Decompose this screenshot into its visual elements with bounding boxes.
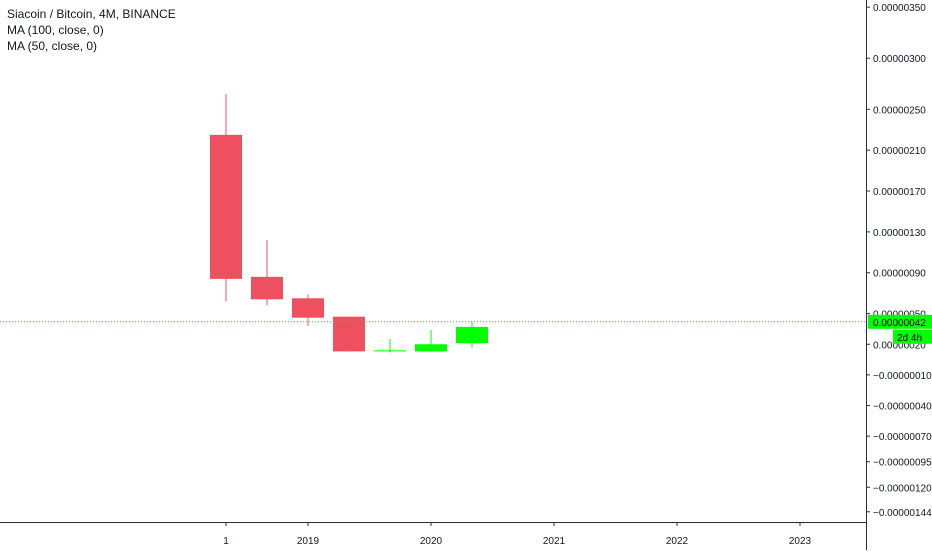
- x-tick-label: 2022: [666, 536, 689, 547]
- y-tick-label: 0.00000020: [873, 340, 926, 351]
- price-labels-layer: 0.00000042 2d 4h: [868, 314, 932, 344]
- candle-body[interactable]: [210, 134, 242, 279]
- y-tick-label: 0.00000130: [873, 228, 926, 239]
- x-tick-label: 2023: [789, 536, 812, 547]
- candles-layer: [210, 93, 488, 353]
- x-tick-label: 2021: [543, 536, 566, 547]
- last-price-badge: [868, 314, 932, 329]
- y-tick-label: −0.00000095: [873, 458, 932, 469]
- x-tick-label: 1: [223, 536, 229, 547]
- y-tick-label: 0.00000210: [873, 146, 926, 157]
- countdown-badge: [893, 329, 932, 344]
- indicator-ma-50[interactable]: MA (50, close, 0): [7, 39, 98, 53]
- y-tick-label: 0.00000300: [873, 54, 926, 65]
- candle-body[interactable]: [415, 344, 447, 352]
- y-tick-label: 0.00000250: [873, 105, 926, 116]
- candle-body[interactable]: [251, 276, 283, 300]
- chart-legend: Siacoin / Bitcoin, 4M, BINANCE MA (100, …: [7, 6, 176, 54]
- candle-body[interactable]: [333, 316, 365, 352]
- candle-body[interactable]: [374, 350, 406, 352]
- y-tick-label: 0.00000350: [873, 3, 926, 14]
- x-tick-label: 2020: [420, 536, 443, 547]
- y-axis-ticks: 0.00000350 0.00000300 0.00000250 0.00000210…: [866, 3, 932, 519]
- y-tick-label: −0.00000120: [873, 483, 932, 494]
- y-tick-label: −0.00000070: [873, 432, 932, 443]
- last-price-label: 0.00000042: [873, 318, 926, 329]
- y-tick-label: −0.00000144: [873, 508, 932, 519]
- y-tick-label: −0.00000040: [873, 402, 932, 413]
- x-axis-ticks: 1 2019 2020 2021 2022 2023: [223, 522, 812, 547]
- countdown-label: 2d 4h: [897, 333, 922, 344]
- x-tick-label: 2019: [297, 536, 320, 547]
- indicator-ma-100[interactable]: MA (100, close, 0): [7, 23, 104, 37]
- y-tick-label: 0.00000170: [873, 187, 926, 198]
- y-tick-label: 0.00000090: [873, 269, 926, 280]
- candle-body[interactable]: [292, 298, 324, 318]
- candle-body[interactable]: [456, 326, 488, 344]
- axes-layer: [0, 0, 867, 550]
- symbol-title: Siacoin / Bitcoin, 4M, BINANCE: [7, 7, 176, 21]
- y-tick-label: −0.00000010: [873, 371, 932, 382]
